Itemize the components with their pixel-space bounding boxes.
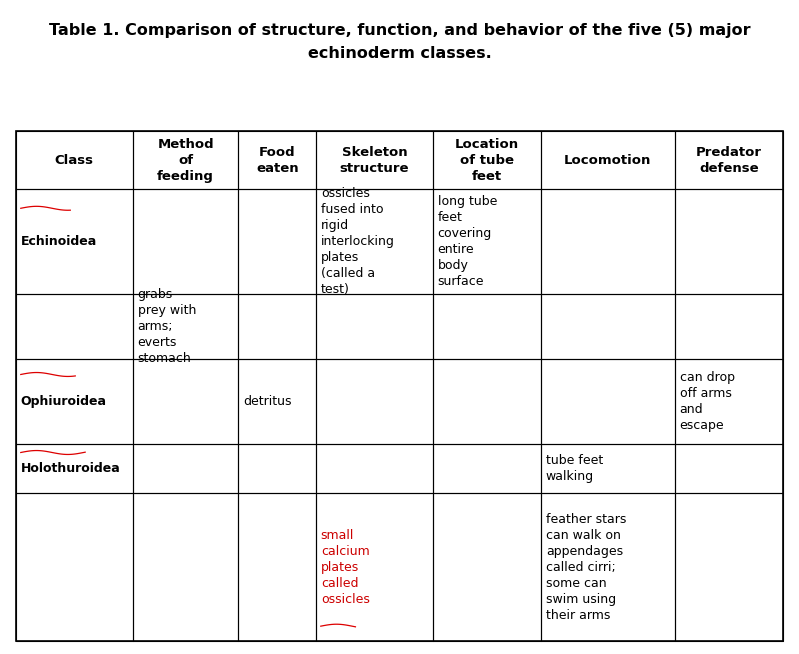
Bar [133, 359, 238, 443]
Bar [16, 294, 133, 359]
Bar [433, 494, 541, 641]
Bar [675, 294, 783, 359]
Bar [238, 359, 316, 443]
Text: can drop
off arms
and
escape: can drop off arms and escape [680, 371, 734, 432]
Bar [675, 359, 783, 443]
Bar [133, 190, 238, 294]
Bar [133, 131, 238, 190]
Bar [675, 443, 783, 494]
Text: grabs
prey with
arms;
everts
stomach: grabs prey with arms; everts stomach [137, 288, 196, 365]
Bar [433, 359, 541, 443]
Bar [316, 443, 433, 494]
Bar [16, 190, 133, 294]
Text: Locomotion: Locomotion [564, 154, 651, 167]
Bar [133, 494, 238, 641]
Bar [433, 190, 541, 294]
Bar [16, 443, 133, 494]
Bar [316, 131, 433, 190]
Text: Echinoidea: Echinoidea [21, 235, 97, 249]
Bar [316, 359, 433, 443]
Bar [541, 190, 675, 294]
Bar [541, 294, 675, 359]
Bar [675, 494, 783, 641]
Text: Class: Class [55, 154, 93, 167]
Bar [133, 443, 238, 494]
Bar [541, 359, 675, 443]
Bar [433, 294, 541, 359]
Bar [675, 190, 783, 294]
Bar [238, 443, 316, 494]
Text: detritus: detritus [243, 395, 292, 408]
Bar [16, 131, 783, 641]
Bar [675, 131, 783, 190]
Bar [541, 131, 675, 190]
Text: long tube
feet
covering
entire
body
surface: long tube feet covering entire body surf… [438, 196, 497, 288]
Text: Predator
defense: Predator defense [696, 146, 762, 175]
Text: tube feet
walking: tube feet walking [546, 454, 603, 483]
Text: Food
eaten: Food eaten [256, 146, 299, 175]
Text: Ophiuroidea: Ophiuroidea [21, 395, 107, 408]
Bar [133, 294, 238, 359]
Bar [238, 131, 316, 190]
Text: Method
of
feeding: Method of feeding [157, 137, 214, 182]
Text: Holothuroidea: Holothuroidea [21, 462, 121, 475]
Text: Location
of tube
feet: Location of tube feet [455, 137, 519, 182]
Bar [16, 131, 133, 190]
Bar [16, 494, 133, 641]
Text: Table 1. Comparison of structure, function, and behavior of the five (5) major: Table 1. Comparison of structure, functi… [49, 23, 750, 38]
Text: Skeleton
structure: Skeleton structure [340, 146, 409, 175]
Text: feather stars
can walk on
appendages
called cirri;
some can
swim using
their arm: feather stars can walk on appendages cal… [546, 513, 626, 622]
Bar [238, 190, 316, 294]
Bar [238, 294, 316, 359]
Bar [316, 190, 433, 294]
Bar [541, 494, 675, 641]
Bar [433, 131, 541, 190]
Bar [316, 494, 433, 641]
Text: small
calcium
plates
called
ossicles: small calcium plates called ossicles [320, 528, 370, 606]
Bar [541, 443, 675, 494]
Text: ossicles
fused into
rigid
interlocking
plates
(called a
test): ossicles fused into rigid interlocking p… [320, 187, 395, 296]
Bar [316, 294, 433, 359]
Bar [16, 359, 133, 443]
Text: echinoderm classes.: echinoderm classes. [308, 46, 491, 61]
Bar [433, 443, 541, 494]
Bar [238, 494, 316, 641]
